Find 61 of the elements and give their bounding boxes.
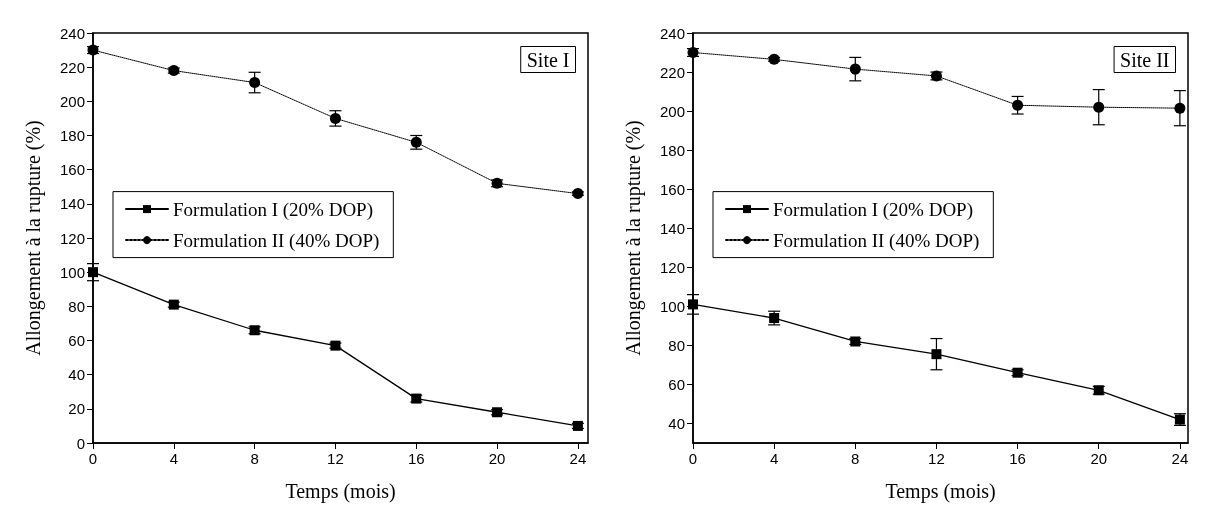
- legend-label: Formulation II (40% DOP): [173, 229, 380, 252]
- y-tick-label: 220: [59, 58, 85, 76]
- y-tick-label: 40: [68, 366, 85, 384]
- x-tick-label: 12: [327, 450, 344, 467]
- y-tick-label: 120: [59, 229, 85, 247]
- point: [87, 44, 99, 56]
- point: [687, 47, 699, 59]
- point: [572, 188, 584, 200]
- x-tick-label: 24: [1171, 450, 1189, 467]
- point: [88, 267, 98, 278]
- y-tick-label: 0: [76, 434, 85, 452]
- x-tick-label: 16: [407, 450, 425, 467]
- point: [1093, 101, 1105, 113]
- x-tick-label: 16: [1009, 450, 1026, 467]
- x-tick-label: 12: [928, 450, 945, 467]
- x-axis-title: Temps (mois): [885, 480, 996, 503]
- point: [768, 53, 780, 65]
- point: [249, 77, 261, 89]
- y-tick-label: 60: [668, 375, 685, 393]
- x-tick-label: 24: [569, 450, 587, 467]
- y-tick-label: 140: [659, 219, 685, 237]
- y-tick-label: 160: [59, 161, 85, 179]
- x-tick-label: 0: [688, 450, 698, 467]
- y-tick-label: 240: [59, 24, 85, 42]
- y-tick-label: 80: [68, 297, 85, 315]
- x-tick-label: 8: [851, 450, 860, 467]
- annotation: Site I: [526, 48, 570, 71]
- x-axis-title: Temps (mois): [285, 480, 396, 503]
- y-tick-label: 120: [659, 258, 685, 276]
- y-tick-label: 100: [59, 263, 85, 281]
- x-tick-label: 20: [1090, 450, 1108, 467]
- x-tick-label: 0: [88, 450, 98, 467]
- legend-label: Formulation II (40% DOP): [773, 229, 980, 252]
- point: [688, 299, 698, 310]
- y-axis-title: Allongement à la rupture (%): [622, 120, 645, 356]
- x-tick-label: 20: [488, 450, 506, 467]
- y-tick-label: 220: [659, 63, 685, 81]
- y-tick-label: 40: [668, 414, 685, 432]
- annotation: Site II: [1120, 48, 1170, 71]
- point: [168, 65, 180, 77]
- x-tick-label: 4: [169, 450, 178, 467]
- point: [1174, 102, 1186, 114]
- x-tick-label: 8: [250, 450, 259, 467]
- point: [849, 63, 861, 75]
- point: [931, 349, 942, 360]
- y-tick-label: 200: [59, 92, 85, 110]
- y-tick-label: 180: [659, 141, 685, 159]
- y-tick-label: 20: [68, 400, 85, 418]
- y-tick-label: 80: [668, 336, 685, 354]
- legend-label: Formulation I (20% DOP): [773, 198, 974, 221]
- y-tick-label: 180: [59, 127, 85, 144]
- y-tick-label: 140: [59, 195, 85, 213]
- y-axis-title: Allongement à la rupture (%): [22, 120, 45, 356]
- point: [1012, 99, 1024, 111]
- legend-label: Formulation I (20% DOP): [173, 198, 374, 221]
- y-tick-label: 100: [659, 297, 685, 315]
- y-tick-label: 200: [659, 102, 685, 120]
- y-tick-label: 240: [659, 24, 685, 42]
- x-tick-label: 4: [769, 450, 779, 467]
- y-tick-label: 160: [659, 180, 685, 198]
- y-tick-label: 60: [68, 332, 85, 349]
